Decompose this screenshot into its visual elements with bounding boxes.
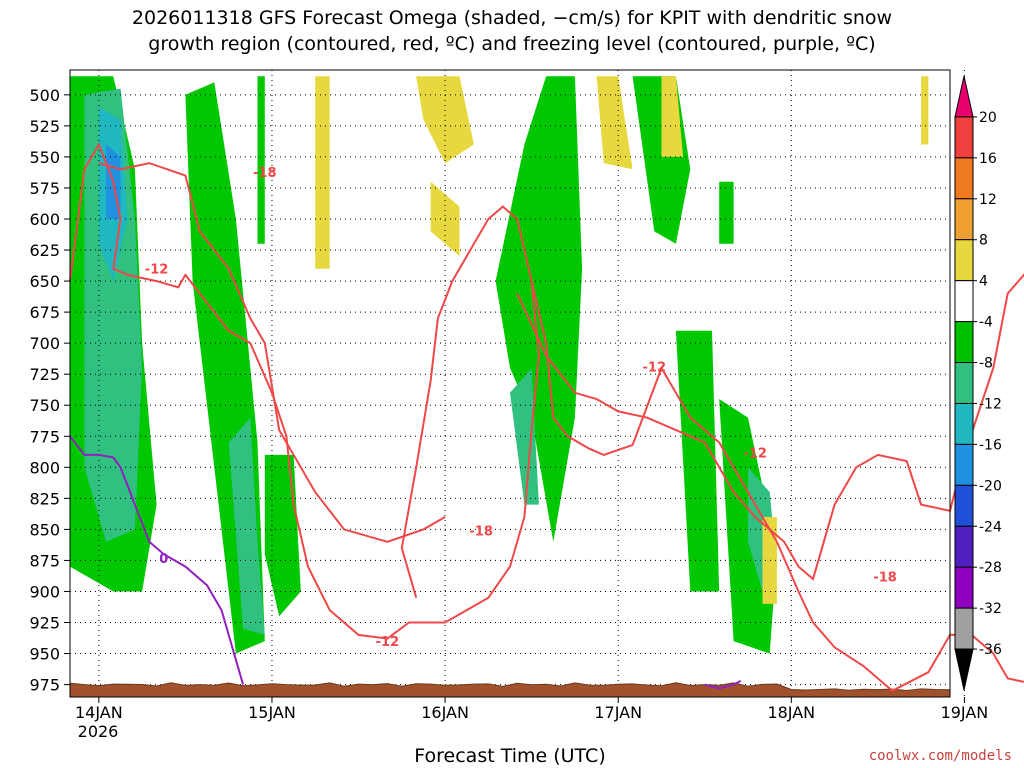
- omega-region-9: [510, 368, 539, 505]
- omega-region-14: [719, 181, 734, 244]
- omega-region-22: [596, 76, 633, 170]
- colorbar-bin-5: [954, 280, 974, 323]
- colorbar: 20 16 12 8 4 -4 -8 -12 -16 -20 -24 -28 -32 -36: [954, 75, 1002, 691]
- colorbar-bin-0: [954, 75, 974, 118]
- colorbar-bin-3: [954, 198, 974, 241]
- colorbar-bin-4: [954, 239, 974, 282]
- x-tick-label-17JAN: 17JAN: [594, 703, 642, 722]
- year-label: 2026: [78, 722, 119, 741]
- contour-label-0-2: -12: [743, 446, 767, 461]
- y-tick-label-725: 725: [29, 365, 60, 384]
- omega-region-13: [675, 330, 720, 592]
- y-tick-label-600: 600: [29, 210, 60, 229]
- y-tick-label-850: 850: [29, 520, 60, 539]
- contour-label-2-1: -18: [469, 525, 493, 540]
- y-tick-label-950: 950: [29, 645, 60, 664]
- contour-2: [98, 162, 446, 543]
- y-tick-label-775: 775: [29, 427, 60, 446]
- colorbar-label-1: 16: [979, 151, 997, 167]
- colorbar-bin-13: [954, 607, 974, 650]
- omega-region-24: [921, 76, 929, 145]
- omega-region-29: [762, 517, 777, 604]
- y-tick-label-500: 500: [29, 86, 60, 105]
- y-tick-label-875: 875: [29, 551, 60, 570]
- y-tick-label-975: 975: [29, 676, 60, 695]
- colorbar-label-0: 20: [979, 110, 997, 126]
- colorbar-label-4: 4: [979, 274, 988, 290]
- omega-region-5: [228, 417, 265, 635]
- colorbar-bin-12: [954, 566, 974, 609]
- colorbar-bin-8: [954, 402, 974, 445]
- x-tick-label-19JAN: 19JAN: [941, 703, 989, 722]
- colorbar-bin-14: [954, 648, 974, 691]
- y-tick-label-900: 900: [29, 582, 60, 601]
- y-tick-label-525: 525: [29, 117, 60, 136]
- y-tick-label-575: 575: [29, 179, 60, 198]
- chart-title-line-2: growth region (contoured, red, ºC) and f…: [148, 33, 875, 55]
- y-tick-label-825: 825: [29, 489, 60, 508]
- colorbar-bin-1: [954, 116, 974, 159]
- y-tick-label-800: 800: [29, 458, 60, 477]
- y-tick-label-650: 650: [29, 272, 60, 291]
- colorbar-bin-7: [954, 362, 974, 404]
- omega-region-23: [661, 76, 684, 157]
- colorbar-label-2: 12: [979, 192, 997, 208]
- x-tick-label-16JAN: 16JAN: [421, 703, 469, 722]
- y-tick-label-750: 750: [29, 396, 60, 415]
- contour-5: [704, 680, 742, 690]
- contour-label-2-0: -18: [253, 166, 277, 181]
- x-axis: 14JAN15JAN16JAN17JAN18JAN19JAN20JAN21JAN: [75, 697, 989, 722]
- colorbar-label-10: -24: [979, 519, 1002, 535]
- contour-label-4-0: 0: [159, 552, 168, 567]
- x-tick-label-14JAN: 14JAN: [75, 703, 123, 722]
- colorbar-label-3: 8: [979, 233, 988, 249]
- omega-region-7: [257, 76, 265, 244]
- colorbar-label-12: -32: [979, 601, 1002, 617]
- plot-frame: [69, 69, 951, 698]
- colorbar-bin-9: [954, 443, 974, 486]
- contour-0: [69, 142, 540, 640]
- omega-region-1: [84, 88, 143, 542]
- colorbar-label-11: -28: [979, 560, 1002, 576]
- credit: coolwx.com/models: [869, 748, 1012, 764]
- colorbar-label-8: -16: [979, 437, 1002, 453]
- contour-label-0-0: -12: [145, 263, 169, 278]
- colorbar-label-7: -12: [979, 396, 1002, 412]
- colorbar-bin-10: [954, 484, 974, 527]
- colorbar-label-9: -20: [979, 478, 1002, 494]
- colorbar-label-5: -4: [979, 315, 993, 331]
- colorbar-bin-11: [954, 525, 974, 568]
- grid: [70, 70, 965, 697]
- contour-label-2-2: -18: [873, 571, 897, 586]
- colorbar-label-6: -8: [979, 356, 993, 372]
- contour-label-0-3: -12: [376, 635, 400, 650]
- y-tick-label-675: 675: [29, 303, 60, 322]
- y-tick-label-700: 700: [29, 334, 60, 353]
- omega-region-20: [416, 76, 474, 164]
- colorbar-bin-6: [954, 321, 974, 364]
- contour-4: [69, 435, 245, 685]
- x-tick-label-15JAN: 15JAN: [248, 703, 296, 722]
- plot-area: [70, 70, 950, 697]
- x-axis-label: Forecast Time (UTC): [414, 745, 605, 767]
- y-tick-label-550: 550: [29, 148, 60, 167]
- chart-title-line-1: 2026011318 GFS Forecast Omega (shaded, −…: [132, 7, 892, 29]
- x-tick-label-18JAN: 18JAN: [767, 703, 815, 722]
- y-axis: 500 525 550 575 600 625 650 675 700 725 750 775 800 8…: [29, 86, 70, 695]
- colorbar-bin-2: [954, 157, 974, 200]
- colorbar-label-13: -36: [979, 642, 1002, 658]
- y-tick-label-925: 925: [29, 614, 60, 633]
- omega-region-19: [315, 76, 330, 269]
- y-tick-label-625: 625: [29, 241, 60, 260]
